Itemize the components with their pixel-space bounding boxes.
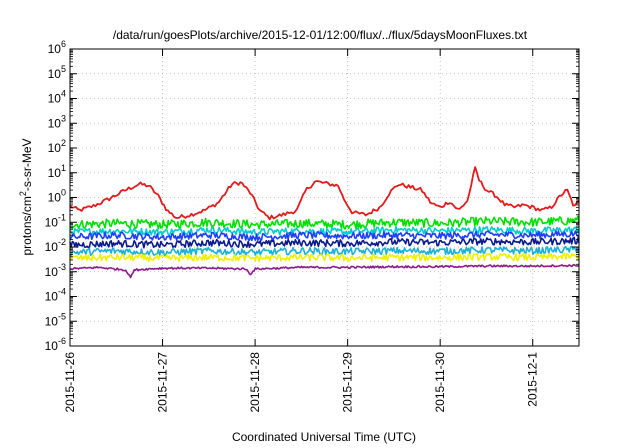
- y-tick-base: 10: [45, 314, 59, 328]
- y-tick-exponent: -6: [58, 336, 66, 346]
- y-tick-base: 10: [45, 240, 59, 254]
- y-tick-label: 10-6: [45, 336, 66, 353]
- y-tick-base: 10: [48, 67, 62, 81]
- y-tick-label: 10-2: [45, 237, 66, 254]
- y-tick-base: 10: [45, 215, 59, 229]
- flux-series-line: [69, 236, 580, 249]
- flux-series-line: [69, 263, 580, 279]
- y-tick-base: 10: [45, 265, 59, 279]
- flux-series-line: [69, 252, 580, 263]
- y-tick-exponent: -5: [58, 311, 66, 321]
- y-tick-exponent: 0: [61, 188, 66, 198]
- flux-series-line: [69, 166, 580, 221]
- x-tick-label: 2015-11-26: [63, 352, 77, 413]
- x-tick-label: 2015-12-1: [526, 352, 540, 407]
- ticks: [69, 48, 579, 347]
- y-tick-label: 10-3: [45, 262, 66, 279]
- y-tick-base: 10: [45, 339, 59, 353]
- y-tick-base: 10: [48, 116, 62, 130]
- x-tick-label: 2015-11-30: [433, 352, 447, 413]
- flux-series-line: [69, 230, 580, 242]
- y-tick-exponent: 5: [61, 64, 66, 74]
- chart-title: /data/run/goesPlots/archive/2015-12-01/1…: [113, 28, 528, 42]
- y-axis-label-rest: -s-sr-MeV: [20, 138, 34, 191]
- x-tick-label: 2015-11-29: [341, 352, 355, 413]
- flux-series-line: [69, 225, 580, 237]
- y-tick-exponent: 4: [61, 89, 66, 99]
- y-tick-exponent: 3: [61, 113, 66, 123]
- y-tick-exponent: -3: [58, 262, 66, 272]
- y-tick-label: 10-4: [45, 287, 66, 304]
- y-axis-label: protons/cm2-s-sr-MeV: [18, 138, 34, 255]
- y-tick-exponent: -2: [58, 237, 66, 247]
- y-tick-exponent: 1: [61, 163, 66, 173]
- y-tick-base: 10: [48, 92, 62, 106]
- y-tick-label: 105: [48, 64, 66, 81]
- y-tick-exponent: -1: [58, 212, 66, 222]
- series-layer: [69, 166, 580, 279]
- y-tick-base: 10: [48, 141, 62, 155]
- y-tick-base: 10: [48, 166, 62, 180]
- y-tick-base: 10: [48, 42, 62, 56]
- y-axis-label-base: protons/cm: [20, 196, 34, 255]
- flux-series-line: [69, 215, 580, 230]
- x-tick-label: 2015-11-27: [156, 352, 170, 413]
- y-tick-label: 10-5: [45, 311, 66, 328]
- y-axis-label-sup: 2: [18, 191, 28, 196]
- y-tick-label: 106: [48, 39, 66, 56]
- y-tick-label: 101: [48, 163, 66, 180]
- x-axis-label: Coordinated Universal Time (UTC): [232, 430, 416, 444]
- x-tick-label: 2015-11-28: [248, 352, 262, 413]
- y-tick-base: 10: [48, 191, 62, 205]
- x-tick-labels: 2015-11-26 2015-11-27 2015-11-28 2015-11-29…: [63, 352, 540, 413]
- y-tick-label: 104: [48, 89, 66, 106]
- y-tick-exponent: -4: [58, 287, 66, 297]
- y-tick-label: 103: [48, 113, 66, 130]
- y-tick-exponent: 2: [61, 138, 66, 148]
- y-tick-base: 10: [45, 290, 59, 304]
- y-tick-labels: 10610510410310210110010-110-210-310-410-…: [45, 39, 66, 353]
- y-tick-exponent: 6: [61, 39, 66, 49]
- y-tick-label: 10-1: [45, 212, 66, 229]
- y-tick-label: 100: [48, 188, 66, 205]
- flux-series-line: [69, 245, 580, 257]
- grid: [70, 49, 579, 346]
- y-tick-label: 102: [48, 138, 66, 155]
